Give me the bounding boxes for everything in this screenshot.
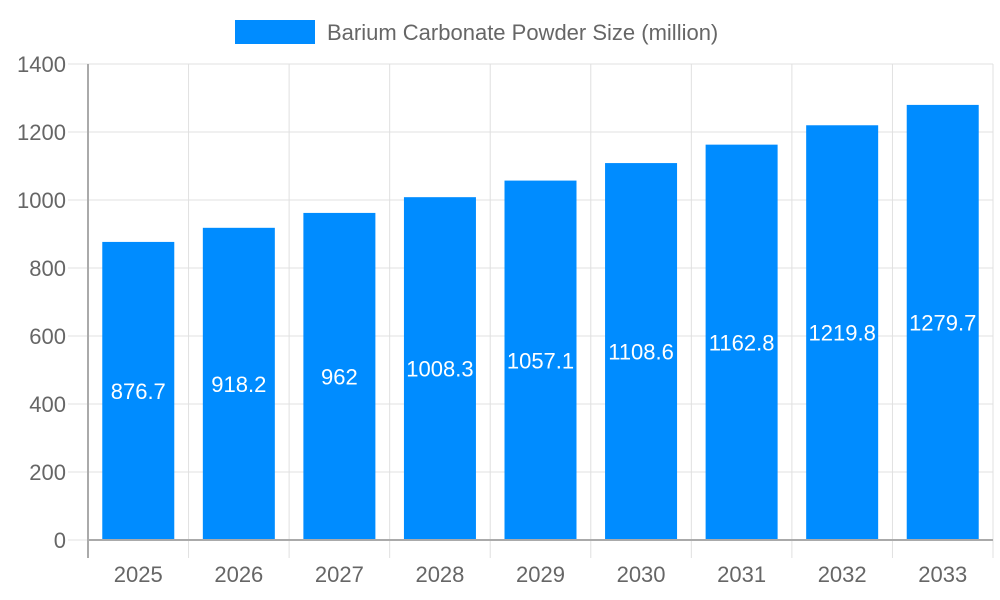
y-tick-label: 1200 (17, 120, 66, 145)
data-label: 1162.8 (709, 330, 775, 355)
legend[interactable]: Barium Carbonate Powder Size (million) (235, 20, 718, 45)
bar (102, 241, 175, 540)
x-tick-label: 2030 (617, 562, 666, 587)
data-label: 962 (321, 364, 358, 389)
bar (202, 227, 275, 540)
data-label: 876.7 (111, 379, 166, 404)
y-tick-label: 400 (29, 392, 66, 417)
y-tick-label: 800 (29, 256, 66, 281)
data-label: 1108.6 (608, 340, 674, 365)
x-tick-label: 2032 (818, 562, 867, 587)
data-label: 1219.8 (809, 321, 876, 346)
bars: 876.7 918.2 962 1008.3 1057.1 1108.6 1162.8 121… (102, 104, 979, 541)
bar (605, 163, 678, 541)
bar (806, 125, 879, 540)
data-label: 1279.7 (909, 310, 976, 335)
x-tick-label: 2031 (717, 562, 766, 587)
bar (705, 144, 778, 540)
axes: 0 200 400 600 800 1000 1200 1400 2025 2026 2027 202… (17, 52, 993, 587)
x-tick-label: 2033 (918, 562, 967, 587)
legend-swatch (235, 20, 315, 44)
x-tick-label: 2028 (415, 562, 464, 587)
bar (303, 212, 376, 541)
bar (504, 180, 577, 540)
data-label: 1057.1 (507, 348, 574, 373)
x-tick-label: 2025 (114, 562, 163, 587)
y-tick-label: 0 (54, 528, 66, 553)
bar (403, 197, 476, 541)
y-tick-label: 1000 (17, 188, 66, 213)
bar (906, 104, 979, 540)
y-tick-label: 200 (29, 460, 66, 485)
y-tick-label: 600 (29, 324, 66, 349)
y-tick-label: 1400 (17, 52, 66, 77)
x-tick-label: 2027 (315, 562, 364, 587)
x-tick-label: 2029 (516, 562, 565, 587)
data-label: 1008.3 (406, 357, 473, 382)
data-label: 918.2 (211, 372, 266, 397)
x-tick-label: 2026 (214, 562, 263, 587)
legend-label: Barium Carbonate Powder Size (million) (327, 20, 718, 45)
